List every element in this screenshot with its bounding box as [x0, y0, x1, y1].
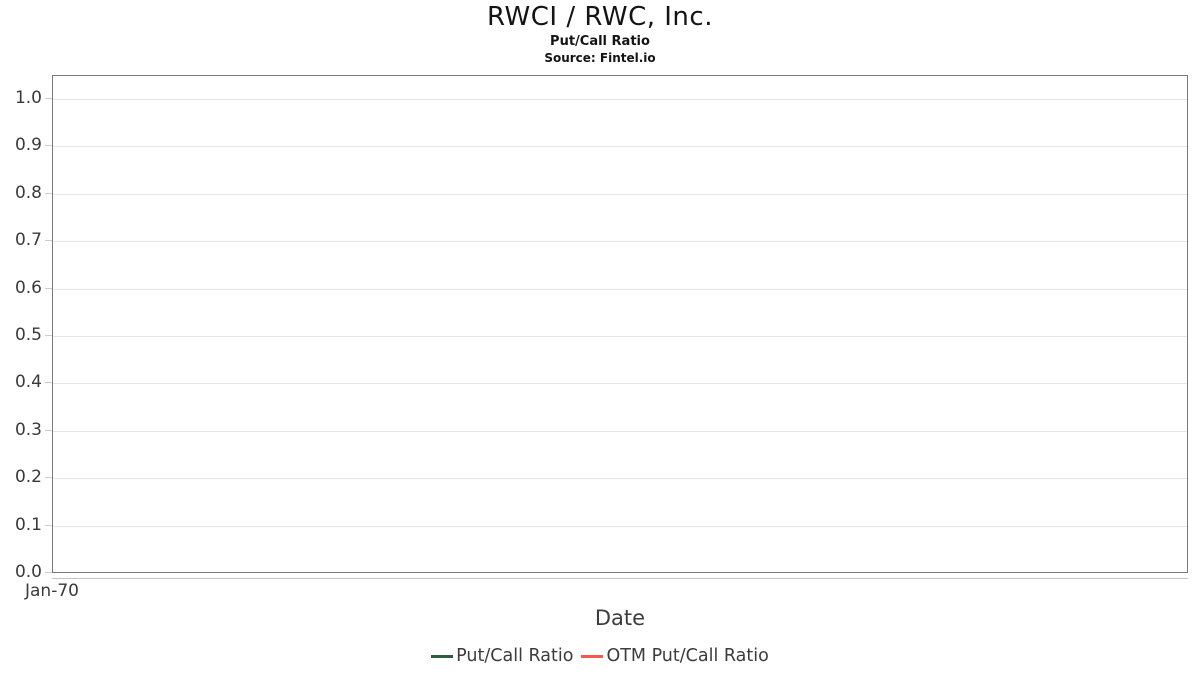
gridline — [53, 146, 1187, 147]
y-tick-label: 0.7 — [14, 230, 42, 250]
legend-item: Put/Call Ratio — [431, 646, 573, 666]
gridline — [53, 99, 1187, 100]
gridline — [53, 526, 1187, 527]
y-tick-mark — [45, 145, 52, 146]
y-tick-mark — [45, 572, 52, 573]
chart-subtitle: Put/Call Ratio — [550, 34, 650, 49]
gridline — [53, 478, 1187, 479]
gridline — [53, 336, 1187, 337]
y-tick-mark — [45, 335, 52, 336]
y-tick-label: 0.0 — [14, 562, 42, 582]
y-tick-label: 0.8 — [14, 183, 42, 203]
legend-item: OTM Put/Call Ratio — [581, 646, 769, 666]
legend-label: Put/Call Ratio — [456, 646, 574, 666]
y-tick-label: 0.2 — [14, 467, 42, 487]
y-tick-label: 0.1 — [14, 515, 42, 535]
y-tick-label: 0.6 — [14, 278, 42, 298]
x-axis-title: Date — [594, 606, 646, 630]
gridline — [53, 289, 1187, 290]
legend-line-swatch — [581, 654, 604, 658]
y-tick-label: 0.9 — [14, 135, 42, 155]
y-tick-mark — [45, 240, 52, 241]
x-axis-line — [52, 578, 1188, 579]
chart-title: RWCI / RWC, Inc. — [487, 2, 713, 32]
y-tick-mark — [45, 288, 52, 289]
x-tick-label: Jan-70 — [25, 581, 79, 601]
y-tick-mark — [45, 98, 52, 99]
legend-label: OTM Put/Call Ratio — [606, 646, 769, 666]
gridline — [53, 194, 1187, 195]
y-tick-mark — [45, 382, 52, 383]
y-tick-label: 0.4 — [14, 372, 42, 392]
y-tick-label: 1.0 — [14, 88, 42, 108]
gridline — [53, 431, 1187, 432]
y-tick-label: 0.3 — [14, 420, 42, 440]
gridline — [53, 241, 1187, 242]
y-tick-mark — [45, 525, 52, 526]
plot-area — [52, 75, 1188, 573]
y-tick-mark — [45, 477, 52, 478]
legend: Put/Call Ratio OTM Put/Call Ratio — [0, 646, 1200, 666]
y-tick-label: 0.5 — [14, 325, 42, 345]
gridline — [53, 383, 1187, 384]
chart-source: Source: Fintel.io — [544, 51, 656, 65]
y-tick-mark — [45, 430, 52, 431]
legend-line-swatch — [431, 654, 454, 658]
y-tick-mark — [45, 193, 52, 194]
